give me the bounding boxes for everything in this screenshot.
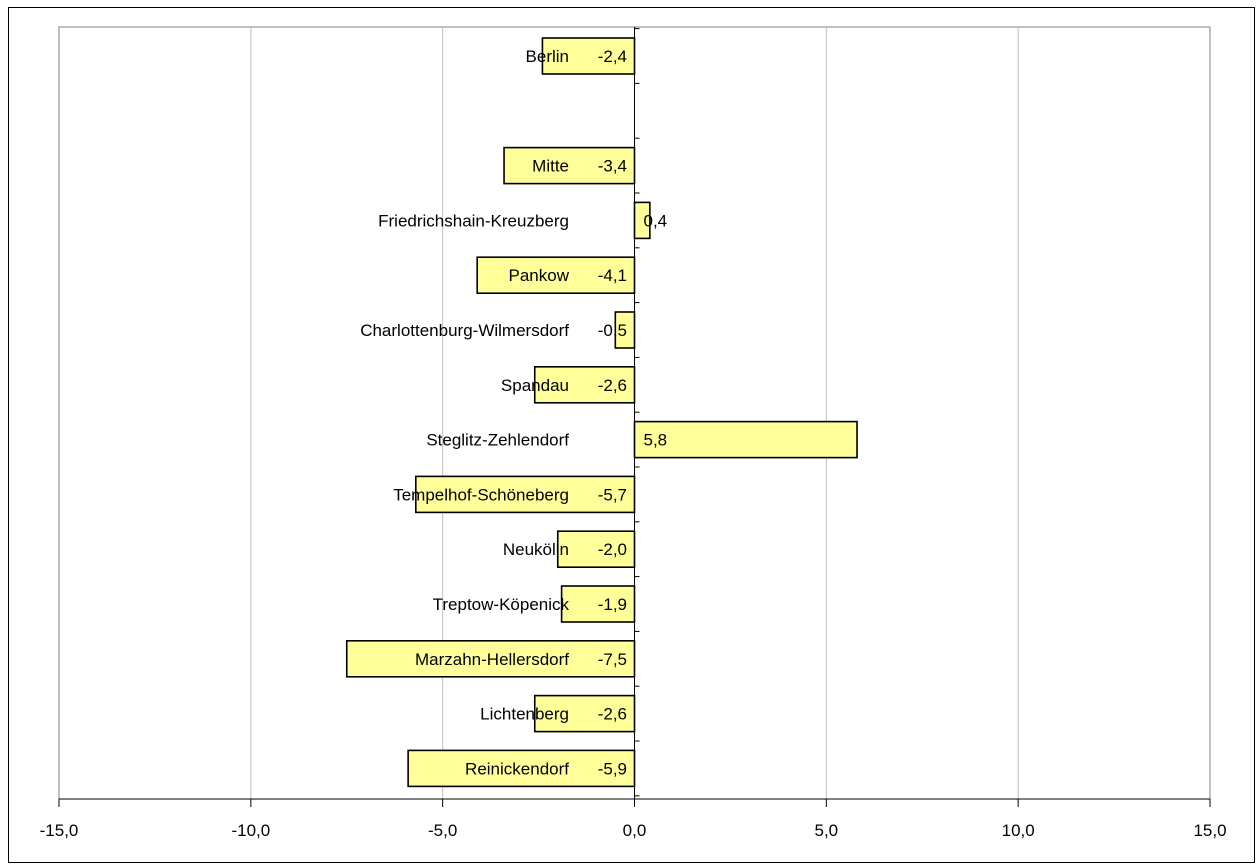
category-label: Lichtenberg bbox=[480, 705, 569, 724]
gridlines bbox=[250, 27, 1019, 799]
category-label: Charlottenburg-Wilmersdorf bbox=[360, 321, 569, 340]
x-tick-label: -5,0 bbox=[428, 821, 457, 840]
data-label: 5,8 bbox=[644, 431, 668, 450]
bar bbox=[560, 585, 636, 623]
x-tick-label: -10,0 bbox=[231, 821, 270, 840]
category-label: Friedrichshain-Kreuzberg bbox=[378, 211, 569, 230]
bar bbox=[415, 475, 636, 514]
bar bbox=[633, 420, 858, 459]
bars bbox=[345, 37, 858, 788]
bar bbox=[407, 749, 636, 788]
bar bbox=[503, 146, 636, 185]
data-label: -5,9 bbox=[598, 759, 627, 778]
x-tick-label: 15,0 bbox=[1193, 821, 1226, 840]
bar bbox=[541, 37, 636, 75]
data-label: -2,6 bbox=[598, 705, 627, 724]
data-label: -1,9 bbox=[598, 595, 627, 614]
data-label: -2,0 bbox=[598, 540, 627, 559]
data-label: -2,4 bbox=[598, 47, 627, 66]
category-label: Treptow-Köpenick bbox=[433, 595, 570, 614]
x-tick-label: 0,0 bbox=[623, 821, 647, 840]
labels: -15,0 -10,0 -5,0 0,0 5,0 10,0 15,0 Berlin -2,4 Mi… bbox=[40, 47, 1227, 840]
data-label: 0,4 bbox=[644, 211, 668, 230]
data-label: -4,1 bbox=[598, 266, 627, 285]
data-label: -3,4 bbox=[598, 157, 627, 176]
data-label: -2,6 bbox=[598, 376, 627, 395]
bar bbox=[476, 256, 636, 295]
category-label: Steglitz-Zehlendorf bbox=[426, 431, 569, 450]
category-label: Pankow bbox=[509, 266, 570, 285]
category-label: Berlin bbox=[526, 47, 569, 66]
x-tick-label: 10,0 bbox=[1002, 821, 1035, 840]
bar bbox=[345, 639, 636, 678]
category-label: Marzahn-Hellersdorf bbox=[415, 650, 569, 669]
category-label: Neukölln bbox=[503, 540, 569, 559]
axis-ticks bbox=[58, 27, 1211, 807]
category-label: Spandau bbox=[501, 376, 569, 395]
category-label: Reinickendorf bbox=[465, 759, 569, 778]
bar bbox=[556, 530, 636, 569]
category-label: Mitte bbox=[532, 157, 569, 176]
data-label: -5,7 bbox=[598, 485, 627, 504]
category-label: Tempelhof-Schöneberg bbox=[393, 485, 569, 504]
x-tick-label: 5,0 bbox=[815, 821, 839, 840]
data-label: -0,5 bbox=[598, 321, 627, 340]
bar bbox=[533, 365, 636, 404]
data-label: -7,5 bbox=[598, 650, 627, 669]
x-tick-label: -15,0 bbox=[40, 821, 79, 840]
